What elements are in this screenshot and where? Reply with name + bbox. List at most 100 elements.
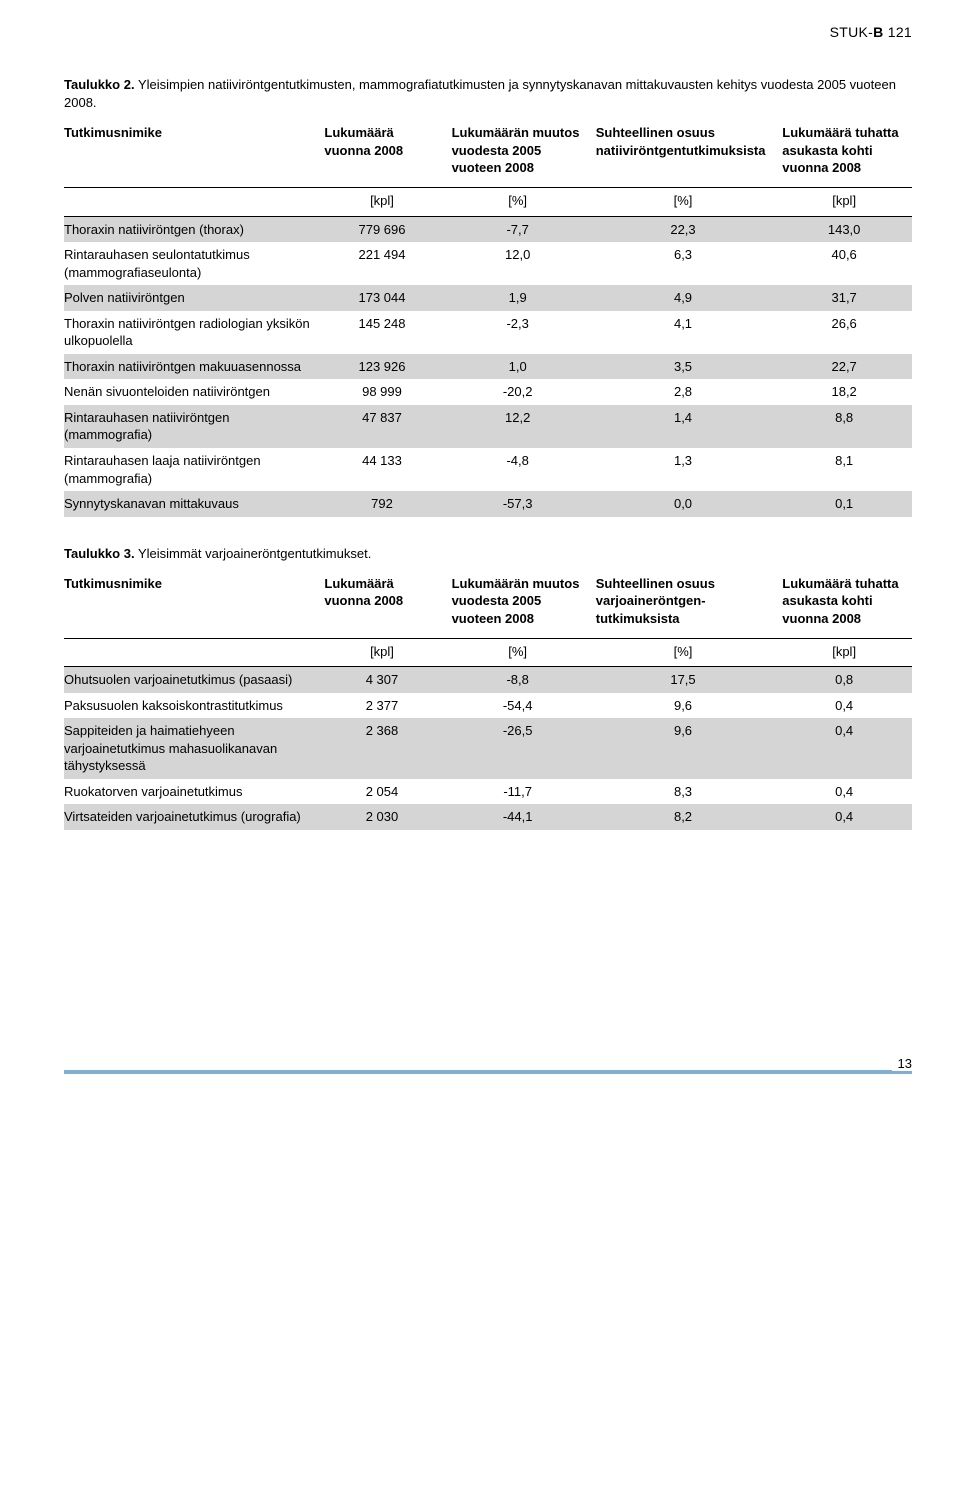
table3-cell-v2: 2 054	[318, 779, 445, 805]
table2-row: Thoraxin natiiviröntgen radiologian yksi…	[64, 311, 912, 354]
table2-cell-name: Synnytyskanavan mittakuvaus	[64, 491, 318, 517]
table3-cell-v5: 0,4	[776, 779, 912, 805]
table2-cell-v4: 4,9	[590, 285, 777, 311]
table2-h2: Lukumäärä vuonna 2008	[318, 118, 445, 187]
table2-cell-v5: 40,6	[776, 242, 912, 285]
table2-cell-v2: 44 133	[318, 448, 445, 491]
table2-cell-name: Thoraxin natiiviröntgen (thorax)	[64, 216, 318, 242]
table2-caption-bold: Taulukko 2.	[64, 77, 135, 92]
table3-unit-5: [kpl]	[776, 638, 912, 667]
table3-row: Virtsateiden varjoainetutkimus (urografi…	[64, 804, 912, 830]
table2-cell-v3: 12,2	[446, 405, 590, 448]
table2-row: Rintarauhasen seulontatutkimus (mammogra…	[64, 242, 912, 285]
table2-cell-v2: 173 044	[318, 285, 445, 311]
table3-unit-4: [%]	[590, 638, 777, 667]
page-footer: 13	[64, 1070, 912, 1074]
table3-cell-v4: 17,5	[590, 667, 777, 693]
page-number: 13	[892, 1056, 912, 1071]
table3-h5: Lukumäärä tuhatta asukasta kohti vuonna …	[776, 569, 912, 638]
table3-unit-2: [kpl]	[318, 638, 445, 667]
table3-cell-v3: -26,5	[446, 718, 590, 779]
footer-bar	[64, 1070, 912, 1074]
table2-row: Thoraxin natiiviröntgen (thorax)779 696-…	[64, 216, 912, 242]
table3-cell-name: Sappiteiden ja haimatiehyeen varjoainetu…	[64, 718, 318, 779]
table2-cell-v2: 145 248	[318, 311, 445, 354]
table2-row: Synnytyskanavan mittakuvaus792-57,30,00,…	[64, 491, 912, 517]
table3-h3: Lukumäärän muutos vuodesta 2005 vuoteen …	[446, 569, 590, 638]
table2-cell-name: Rintarauhasen laaja natiiviröntgen (mamm…	[64, 448, 318, 491]
table2-cell-v4: 6,3	[590, 242, 777, 285]
table3-cell-name: Paksusuolen kaksoiskontrastitutkimus	[64, 693, 318, 719]
table2-unit-5: [kpl]	[776, 188, 912, 217]
table2-cell-v2: 98 999	[318, 379, 445, 405]
table2-cell-name: Rintarauhasen seulontatutkimus (mammogra…	[64, 242, 318, 285]
table2-row: Thoraxin natiiviröntgen makuuasennossa12…	[64, 354, 912, 380]
table2-cell-name: Thoraxin natiiviröntgen makuuasennossa	[64, 354, 318, 380]
table3-cell-v4: 9,6	[590, 718, 777, 779]
table2-cell-v5: 0,1	[776, 491, 912, 517]
table2-cell-v4: 22,3	[590, 216, 777, 242]
table2-row: Polven natiiviröntgen173 0441,94,931,7	[64, 285, 912, 311]
table2-cell-v3: -2,3	[446, 311, 590, 354]
table2-cell-v2: 221 494	[318, 242, 445, 285]
table2-row: Rintarauhasen laaja natiiviröntgen (mamm…	[64, 448, 912, 491]
table3-caption-text: Yleisimmät varjoaineröntgentutkimukset.	[135, 546, 372, 561]
table2-cell-name: Thoraxin natiiviröntgen radiologian yksi…	[64, 311, 318, 354]
table3-cell-v5: 0,4	[776, 693, 912, 719]
table2-cell-v4: 2,8	[590, 379, 777, 405]
table2-cell-v5: 8,1	[776, 448, 912, 491]
table2-cell-v3: 12,0	[446, 242, 590, 285]
table3-cell-v2: 2 368	[318, 718, 445, 779]
table2-cell-v3: 1,9	[446, 285, 590, 311]
table2-cell-v4: 3,5	[590, 354, 777, 380]
table3-cell-v3: -44,1	[446, 804, 590, 830]
table2-cell-v5: 8,8	[776, 405, 912, 448]
table3-row: Ruokatorven varjoainetutkimus2 054-11,78…	[64, 779, 912, 805]
table2-cell-name: Polven natiiviröntgen	[64, 285, 318, 311]
table3: Tutkimusnimike Lukumäärä vuonna 2008 Luk…	[64, 569, 912, 830]
table2-cell-v5: 31,7	[776, 285, 912, 311]
table3-cell-v2: 4 307	[318, 667, 445, 693]
table3-units-row: [kpl] [%] [%] [kpl]	[64, 638, 912, 667]
table3-row: Ohutsuolen varjoainetutkimus (pasaasi)4 …	[64, 667, 912, 693]
table2-cell-v2: 792	[318, 491, 445, 517]
doc-id-prefix: STUK-	[830, 24, 874, 40]
table3-cell-v5: 0,4	[776, 718, 912, 779]
table3-cell-name: Virtsateiden varjoainetutkimus (urografi…	[64, 804, 318, 830]
doc-id-bold: B	[873, 24, 883, 40]
table2-caption-text: Yleisimpien natiiviröntgentutkimusten, m…	[64, 77, 896, 110]
table3-cell-v5: 0,4	[776, 804, 912, 830]
table3-h1: Tutkimusnimike	[64, 569, 318, 638]
table2-cell-v3: -57,3	[446, 491, 590, 517]
table2-unit-4: [%]	[590, 188, 777, 217]
table3-cell-name: Ohutsuolen varjoainetutkimus (pasaasi)	[64, 667, 318, 693]
table2-h5: Lukumäärä tuhatta asukasta kohti vuonna …	[776, 118, 912, 187]
table2-cell-v3: -4,8	[446, 448, 590, 491]
table2-caption: Taulukko 2. Yleisimpien natiiviröntgentu…	[64, 76, 912, 112]
table3-caption-bold: Taulukko 3.	[64, 546, 135, 561]
table2-cell-name: Rintarauhasen natiiviröntgen (mammografi…	[64, 405, 318, 448]
table3-cell-v3: -11,7	[446, 779, 590, 805]
document-id: STUK-B 121	[64, 24, 912, 40]
table2-cell-v5: 22,7	[776, 354, 912, 380]
table2-cell-v4: 1,3	[590, 448, 777, 491]
table3-cell-v4: 9,6	[590, 693, 777, 719]
table2-cell-v5: 18,2	[776, 379, 912, 405]
table2-h3: Lukumäärän muutos vuodesta 2005 vuoteen …	[446, 118, 590, 187]
table2-row: Nenän sivuonteloiden natiiviröntgen98 99…	[64, 379, 912, 405]
table3-h2: Lukumäärä vuonna 2008	[318, 569, 445, 638]
table3-unit-3: [%]	[446, 638, 590, 667]
table2-units-row: [kpl] [%] [%] [kpl]	[64, 188, 912, 217]
table3-cell-v5: 0,8	[776, 667, 912, 693]
table2-cell-v2: 47 837	[318, 405, 445, 448]
table3-row: Sappiteiden ja haimatiehyeen varjoainetu…	[64, 718, 912, 779]
table2-unit-2: [kpl]	[318, 188, 445, 217]
table2-cell-name: Nenän sivuonteloiden natiiviröntgen	[64, 379, 318, 405]
table3-cell-v4: 8,3	[590, 779, 777, 805]
table3-header-row: Tutkimusnimike Lukumäärä vuonna 2008 Luk…	[64, 569, 912, 638]
table3-cell-name: Ruokatorven varjoainetutkimus	[64, 779, 318, 805]
table2-cell-v4: 4,1	[590, 311, 777, 354]
table3-cell-v2: 2 377	[318, 693, 445, 719]
table3-row: Paksusuolen kaksoiskontrastitutkimus2 37…	[64, 693, 912, 719]
table2-cell-v5: 143,0	[776, 216, 912, 242]
